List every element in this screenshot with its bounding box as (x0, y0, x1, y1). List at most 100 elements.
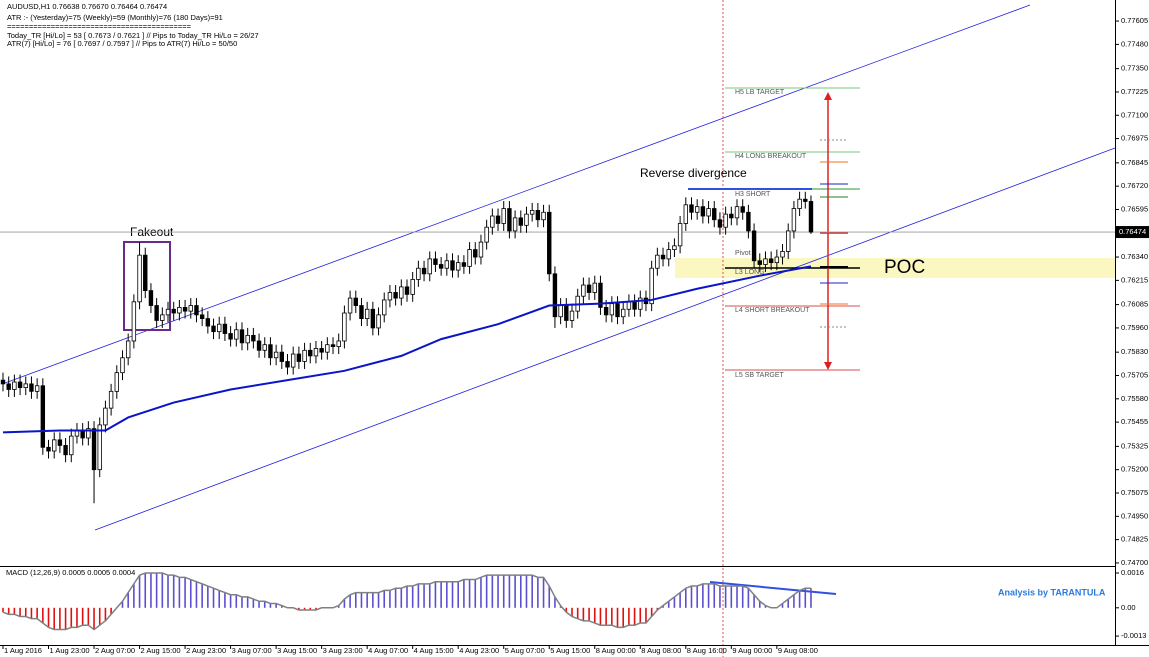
y-tick-label: 0.77605 (1121, 16, 1148, 25)
candle-body (507, 208, 512, 232)
candle-body (774, 256, 780, 264)
y-tick-label: 0.75580 (1121, 394, 1148, 403)
x-tick-label: 1 Aug 2016 (4, 646, 42, 655)
candle-body (421, 267, 427, 275)
candle-body (29, 383, 34, 392)
candle-body (757, 260, 762, 265)
candle-body (165, 308, 171, 316)
candle-body (700, 206, 706, 217)
x-tick-label: 3 Aug 07:00 (232, 646, 272, 655)
candle-body (763, 258, 768, 265)
candle-body (34, 385, 40, 392)
candle-body (131, 301, 137, 342)
y-tick-label: 0.75455 (1121, 417, 1148, 426)
y-tick-label: 0.76720 (1121, 181, 1148, 190)
level-label: L5 SB TARGET (735, 372, 784, 379)
candle-body (325, 344, 330, 353)
candle-body (410, 279, 415, 295)
divergence-label: Reverse divergence (640, 166, 747, 180)
candle-body (393, 292, 398, 299)
candle-body (621, 308, 626, 318)
candle-body (666, 249, 671, 260)
candle-body (256, 340, 262, 351)
candle-body (364, 308, 370, 319)
candle-body (143, 254, 148, 292)
candle-body (672, 245, 677, 250)
macd-divergence-line (709, 581, 837, 595)
candle-body (768, 258, 774, 264)
candle-body (387, 292, 393, 301)
chart-title: AUDUSD,H1 0.76638 0.76670 0.76464 0.7647… (7, 2, 167, 11)
y-tick-label: 0.76340 (1121, 252, 1148, 261)
candle-body (199, 314, 205, 319)
y-tick-label: 0.76215 (1121, 275, 1148, 284)
candle-body (660, 254, 666, 260)
candle-body (6, 383, 11, 390)
macd-label: MACD (12,26,9) 0.0005 0.0005 0.0004 (6, 568, 135, 577)
candle-body (40, 385, 46, 448)
candle-body (69, 435, 74, 456)
candle-body (598, 282, 603, 308)
candle-body (564, 305, 569, 321)
y-tick-label: 0.77100 (1121, 110, 1148, 119)
candle-body (160, 314, 165, 321)
candle-body (683, 204, 688, 224)
candle-body (296, 353, 302, 362)
candle-body (262, 344, 267, 351)
candle-body (120, 357, 125, 374)
x-tick-label: 8 Aug 08:00 (641, 646, 681, 655)
candle-body (541, 211, 546, 221)
candle-body (194, 305, 199, 316)
candle-body (23, 383, 28, 389)
candle-body (495, 215, 501, 224)
candle-body (717, 219, 723, 228)
candle-body (211, 325, 216, 333)
candle-body (114, 372, 119, 392)
candle-body (63, 445, 68, 456)
candle-body (188, 305, 193, 312)
candle-body (347, 297, 353, 314)
candle-body (46, 446, 51, 452)
candle-body (609, 303, 615, 316)
candle-body (427, 258, 432, 275)
moving-average (2, 265, 812, 434)
x-tick-label: 2 Aug 23:00 (186, 646, 226, 655)
candle-body (279, 351, 285, 362)
y-tick-label: 0.77350 (1121, 64, 1148, 73)
candle-body (433, 258, 438, 265)
candle-body (313, 348, 319, 357)
x-tick-label: 8 Aug 16:00 (687, 646, 727, 655)
y-tick-label: 0.75705 (1121, 370, 1148, 379)
channel-lower (94, 147, 1116, 531)
candle-body (694, 206, 700, 213)
candle-body (382, 299, 387, 316)
level-label: L3 LONG (735, 269, 765, 276)
candle-body (677, 223, 683, 247)
candle-body (234, 329, 239, 340)
candle-body (399, 286, 404, 299)
candle-body (91, 428, 97, 471)
candle-body (330, 344, 336, 347)
candle-body (455, 262, 461, 271)
candle-body (734, 206, 740, 219)
y-tick-label: 0.77225 (1121, 87, 1148, 96)
candle-body (148, 290, 154, 306)
candle-body (729, 213, 734, 219)
candle-body (80, 430, 85, 439)
candle-body (751, 230, 757, 262)
poc-label: POC (884, 257, 925, 278)
info-line: ========================================… (7, 22, 192, 31)
candle-body (808, 201, 814, 233)
candle-body (103, 407, 108, 426)
candle-body (478, 241, 484, 258)
candle-body (302, 349, 307, 362)
level-label: H3 SHORT (735, 191, 771, 198)
candle-body (473, 249, 478, 258)
candle-body (342, 312, 347, 342)
y-tick-label: 0.74700 (1121, 558, 1148, 567)
candle-body (706, 208, 711, 217)
y-tick-label: 0.75200 (1121, 465, 1148, 474)
y-tick-label: 0.76845 (1121, 158, 1148, 167)
